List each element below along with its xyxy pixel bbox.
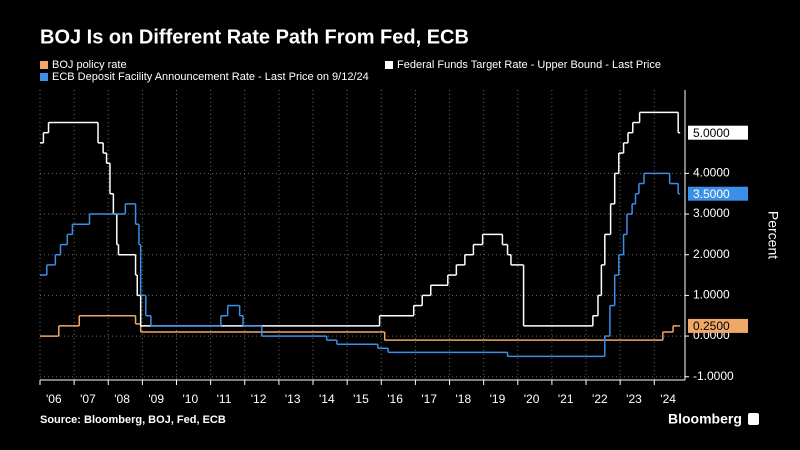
x-tick-label: '08 — [114, 392, 130, 406]
legend-label: ECB Deposit Facility Announcement Rate -… — [52, 71, 369, 83]
legend-swatch — [40, 61, 48, 69]
legend-label: BOJ policy rate — [52, 59, 127, 71]
x-tick-label: '06 — [46, 392, 62, 406]
x-tick-label: '11 — [217, 392, 232, 406]
x-tick-label: '15 — [353, 392, 369, 406]
x-tick-label: '14 — [319, 392, 335, 406]
last-price-box — [688, 186, 748, 201]
x-tick-label: '12 — [251, 392, 267, 406]
x-tick-label: '09 — [148, 392, 164, 406]
x-tick-label: '16 — [387, 392, 403, 406]
y-tick-label: 3.0000 — [693, 206, 730, 220]
last-price-box — [688, 125, 748, 140]
x-tick-label: '19 — [490, 392, 506, 406]
last-price-box — [688, 318, 748, 333]
x-tick-label: '20 — [524, 392, 540, 406]
y-tick-label: -1.0000 — [693, 369, 734, 383]
x-tick-label: '22 — [592, 392, 608, 406]
y-tick-label: 1.0000 — [693, 288, 730, 302]
legend-swatch — [40, 73, 48, 81]
y-tick-label: 2.0000 — [693, 247, 730, 261]
last-price-label: 5.0000 — [693, 126, 730, 140]
x-tick-label: '21 — [558, 392, 574, 406]
chart-title: BOJ Is on Different Rate Path From Fed, … — [40, 26, 469, 48]
x-tick-label: '24 — [660, 392, 676, 406]
last-price-label: 3.5000 — [693, 187, 730, 201]
x-tick-label: '23 — [626, 392, 642, 406]
y-axis-label: Percent — [765, 211, 781, 259]
legend-swatch — [385, 61, 393, 69]
brand-icon — [748, 413, 759, 425]
last-price-label: 0.2500 — [693, 319, 730, 333]
x-tick-label: '17 — [421, 392, 437, 406]
x-tick-label: '13 — [285, 392, 301, 406]
brand: Bloomberg — [668, 411, 742, 427]
x-tick-label: '10 — [183, 392, 199, 406]
y-tick-label: 4.0000 — [693, 166, 730, 180]
x-tick-label: '07 — [80, 392, 96, 406]
legend-label: Federal Funds Target Rate - Upper Bound … — [397, 59, 661, 71]
source: Source: Bloomberg, BOJ, Fed, ECB — [40, 414, 226, 426]
x-tick-label: '18 — [456, 392, 472, 406]
